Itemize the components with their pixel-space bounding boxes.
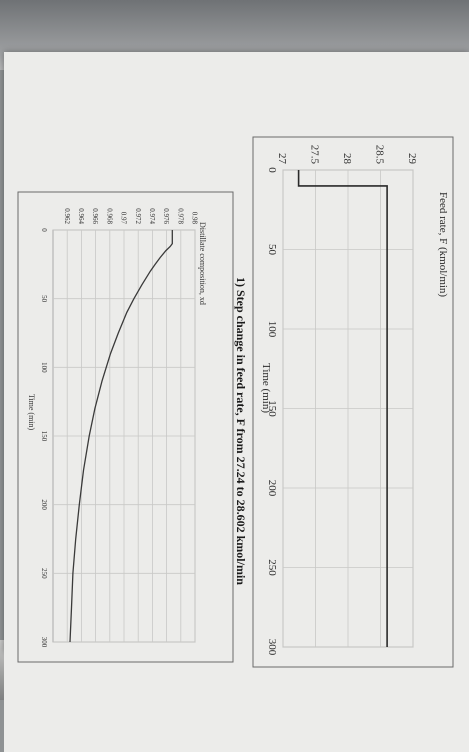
chart2-x-tick-label: 200 [40, 499, 48, 510]
chart1-y-ticks: 27 27.5 28 28.5 29 [276, 145, 418, 165]
chart2-x-ticks: 0 50 100 150 200 250 300 [40, 228, 48, 648]
chart1-y-tick-label: 28.5 [374, 145, 386, 165]
chart1-y-tick-label: 27 [276, 153, 288, 165]
chart2-x-tick-label: 300 [40, 637, 48, 648]
chart2-y-tick-label: 0.962 [63, 208, 71, 224]
chart2-ylabel: Distillate composition, xd [198, 222, 207, 305]
chart2-y-tick-label: 0.97 [120, 212, 128, 225]
chart1-series [297, 170, 388, 647]
chart1-xlabel: Time (min) [260, 363, 272, 413]
chart1-x-ticks: 0 50 100 150 200 250 300 [266, 167, 278, 656]
chart1-x-tick-label: 200 [266, 480, 278, 497]
chart1-y-tick-label: 29 [406, 153, 418, 165]
chart2-x-tick-label: 0 [40, 228, 48, 232]
chart1-y-tick-label: 27.5 [309, 145, 321, 165]
chart1-x-tick-label: 0 [266, 167, 278, 173]
chart2-y-tick-label: 0.98 [191, 212, 199, 225]
chart2-y-tick-label: 0.964 [77, 208, 85, 224]
paper-sheet: 0 50 100 150 200 250 300 27 27.5 28 28.5 29 Feed r… [4, 52, 469, 752]
chart2-y-tick-label: 0.976 [162, 208, 170, 224]
chart2-xlabel: Time (min) [27, 394, 36, 431]
chart2-series [69, 230, 173, 643]
chart1-x-tick-label: 250 [266, 559, 278, 576]
figure-caption: 1) Step change in feed rate, F from 27.2… [234, 277, 248, 585]
chart2-series-line [69, 230, 173, 643]
chart2-frame [17, 191, 234, 663]
chart2-x-tick-label: 250 [40, 568, 48, 579]
chart1-x-tick-label: 50 [266, 244, 278, 256]
chart2-y-tick-label: 0.972 [134, 208, 142, 224]
chart2-x-tick-label: 100 [40, 362, 48, 373]
rotated-content: 0 50 100 150 200 250 300 27 27.5 28 28.5 29 Feed r… [4, 52, 469, 752]
chart2-x-tick-label: 150 [40, 431, 48, 442]
chart2-y-tick-label: 0.968 [105, 208, 113, 224]
page-background [4, 52, 469, 752]
chart1-ylabel: Feed rate, F (kmol/min) [437, 192, 449, 297]
chart1-x-tick-label: 100 [266, 321, 278, 338]
chart2-grid [52, 229, 196, 643]
chart1-x-tick-label: 300 [266, 639, 278, 656]
chart2-y-tick-label: 0.978 [176, 208, 184, 224]
figure-svg: 0 50 100 150 200 250 300 27 27.5 28 28.5 29 Feed r… [4, 52, 469, 752]
chart1-series-line [297, 170, 388, 647]
chart2-y-ticks: 0.98 0.978 0.976 0.974 0.972 0.97 0.968 0.966 0.… [63, 208, 199, 224]
chart1-frame [252, 136, 454, 668]
chart2-y-tick-label: 0.966 [91, 208, 99, 224]
chart1-grid [282, 169, 414, 648]
chart2-x-tick-label: 50 [40, 295, 48, 303]
chart1-y-tick-label: 28 [341, 153, 353, 165]
chart2-y-tick-label: 0.974 [148, 208, 156, 224]
chart1-x-tick-label: 150 [266, 400, 278, 417]
